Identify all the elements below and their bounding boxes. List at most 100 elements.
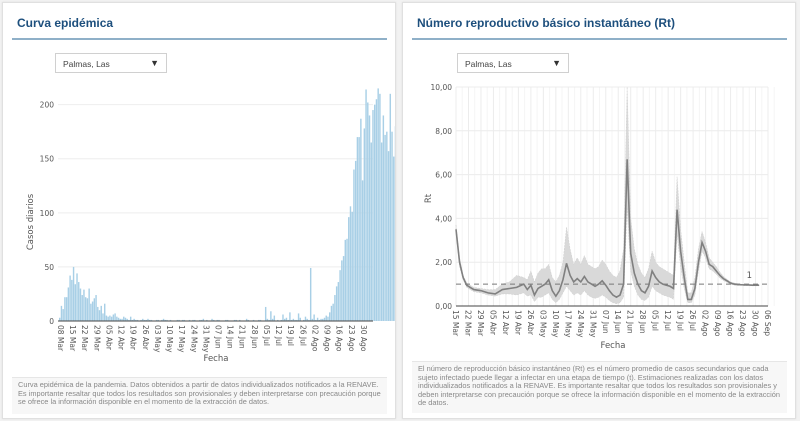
bar — [297, 313, 300, 321]
bar — [155, 319, 158, 321]
province-select[interactable]: Palmas, Las ▼ — [55, 53, 167, 73]
x-tick-label: 29 Mar — [92, 325, 101, 352]
x-tick-label: 05 Jul — [651, 310, 660, 331]
bar — [334, 295, 336, 321]
x-tick-label: 15 Mar — [451, 310, 460, 337]
bar — [377, 88, 379, 321]
dropdown-arrow-icon: ▼ — [150, 58, 159, 68]
bar — [225, 319, 227, 321]
x-tick-label: 16 Ago — [726, 310, 735, 337]
epidemic-curve-chart: 0 50 100 150 200 08 Mar 15 Mar 22 Mar 29 Mar 05 A… — [26, 88, 395, 364]
bar — [213, 319, 215, 321]
x-tick-label: 30 Ago — [359, 325, 368, 352]
x-tick-label: 24 May — [576, 310, 585, 338]
bar — [384, 134, 386, 321]
bar — [105, 315, 108, 321]
x-tick-label: 21 Jun — [238, 325, 247, 349]
x-tick-label: 05 Jul — [262, 325, 271, 346]
bar — [294, 319, 296, 321]
bar — [150, 319, 153, 321]
bar — [259, 319, 262, 321]
x-tick-label: 26 Jul — [688, 310, 697, 331]
bar — [348, 217, 350, 321]
x-tick-label: 22 Mar — [80, 325, 89, 352]
bar — [143, 319, 146, 321]
bar — [78, 282, 80, 321]
province-select[interactable]: Palmas, Las ▼ — [457, 53, 569, 73]
bar — [271, 318, 274, 321]
bar — [200, 319, 203, 321]
x-tick-label: 31 May — [588, 310, 597, 338]
bar — [375, 99, 378, 322]
bar — [128, 319, 130, 321]
x-tick-label: 12 Abr — [501, 310, 510, 336]
bar — [192, 319, 194, 321]
bar — [84, 297, 87, 321]
bar — [100, 305, 102, 321]
bar — [62, 309, 64, 321]
bar — [71, 279, 73, 321]
bar — [349, 206, 352, 321]
bar — [233, 319, 236, 321]
bar — [164, 319, 167, 321]
x-tick-label: 14 Jun — [613, 310, 622, 334]
bar — [315, 319, 317, 321]
bar — [292, 318, 295, 321]
y-tick-label: 0,00 — [435, 302, 452, 311]
bar — [252, 319, 255, 321]
bar — [247, 319, 250, 321]
bar — [104, 303, 106, 321]
x-tick-label: 10 May — [165, 325, 174, 353]
bar — [129, 316, 132, 321]
bar — [290, 319, 293, 321]
bar — [72, 266, 75, 321]
x-tick-label: 19 Abr — [129, 325, 138, 351]
y-tick-label: 0 — [49, 317, 54, 326]
bar — [67, 287, 70, 321]
bar — [356, 137, 359, 321]
x-tick-label: 08 Mar — [56, 325, 65, 352]
x-tick-label: 17 May — [177, 325, 186, 353]
chart-footnote: El número de reproducción básico instant… — [412, 361, 787, 413]
bar — [354, 160, 357, 321]
x-tick-label: 07 Jun — [601, 310, 610, 334]
bar — [102, 313, 104, 321]
confidence-band — [455, 86, 760, 305]
bar — [330, 305, 333, 321]
y-tick-label: 50 — [44, 263, 54, 272]
x-tick-label: 30 Ago — [751, 310, 760, 337]
bar — [74, 284, 77, 321]
panel-title: Curva epidémica — [17, 16, 114, 30]
bar — [264, 306, 267, 321]
bar — [346, 238, 348, 321]
bar — [337, 282, 340, 321]
y-tick-label: 8,00 — [435, 127, 452, 136]
x-tick-label: 12 Abr — [117, 325, 126, 351]
bar — [88, 288, 90, 321]
bar — [69, 275, 71, 321]
bar — [285, 317, 288, 321]
bar — [367, 102, 369, 322]
x-tick-label: 26 Abr — [526, 310, 535, 336]
bar — [374, 104, 376, 322]
bar — [112, 314, 115, 321]
bar — [358, 137, 360, 321]
x-tick-label: 05 Abr — [488, 310, 497, 336]
bar — [136, 319, 139, 321]
x-tick-label: 06 Sep — [763, 310, 772, 336]
bar — [273, 315, 276, 321]
bar — [335, 286, 338, 321]
bar — [119, 318, 122, 321]
bar — [318, 319, 321, 321]
x-tick-label: 19 Abr — [513, 310, 522, 336]
x-tick-label: 10 May — [551, 310, 560, 338]
x-tick-label: 03 May — [538, 310, 547, 338]
bar — [110, 316, 113, 321]
x-tick-label: 21 Jun — [626, 310, 635, 334]
bar — [202, 318, 205, 321]
bar — [178, 319, 180, 321]
x-tick-label: 24 May — [189, 325, 198, 353]
y-tick-label: 150 — [40, 155, 55, 164]
y-axis-title: Casos diarios — [26, 193, 36, 250]
x-tick-label: 09 Ago — [323, 325, 332, 352]
